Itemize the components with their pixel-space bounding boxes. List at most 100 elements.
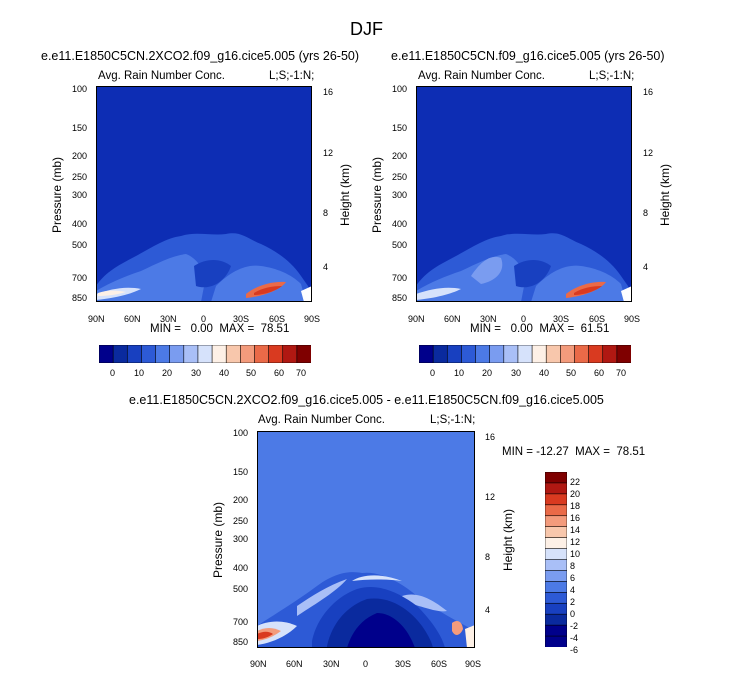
colorbar-tick-label: -6 [570, 645, 579, 655]
y-tick-label: 500 [233, 584, 249, 594]
colorbar-swatch [545, 537, 567, 550]
panel-title: e.e11.E1850C5CN.f09_g16.cice5.005 (yrs 2… [391, 49, 665, 63]
y-tick-label: 850 [72, 293, 88, 303]
y-tick-label: 250 [392, 172, 408, 182]
x-tick-label: 90N [408, 314, 425, 324]
x-tick-label: 60S [431, 659, 448, 669]
units-label: L;S;-1:N; [589, 70, 635, 82]
colorbar-swatch [545, 515, 567, 528]
y-tick-label: 300 [233, 534, 249, 544]
colorbar-tick-label: 0 [570, 609, 576, 619]
colorbar-swatch [545, 635, 567, 647]
colorbar-swatch [112, 345, 128, 363]
y-tick-label: 200 [72, 151, 88, 161]
colorbar-tick-label: 0 [430, 368, 436, 378]
colorbar-swatch [545, 526, 567, 539]
x-tick-label: 30N [323, 659, 340, 669]
y-tick-label: 300 [392, 190, 408, 200]
min-max-label: MIN = 0.00 MAX = 61.51 [470, 323, 610, 335]
colorbar-swatch [545, 504, 567, 517]
colorbar-swatch [240, 345, 256, 363]
colorbar-swatch [545, 602, 567, 615]
colorbar-swatch [545, 559, 567, 572]
colorbar [545, 472, 567, 647]
contour-plot [96, 86, 312, 302]
colorbar-swatch [169, 345, 185, 363]
colorbar-swatch [197, 345, 213, 363]
y-right-axis-title: Height (km) [658, 163, 673, 227]
colorbar-swatch [99, 345, 114, 363]
colorbar-swatch [545, 613, 567, 626]
colorbar-tick-label: -4 [570, 633, 579, 643]
x-tick-label: 90N [250, 659, 267, 669]
y-right-tick-label: 8 [485, 552, 491, 562]
y-tick-label: 700 [392, 273, 408, 283]
plot-frame [257, 431, 475, 648]
colorbar-tick-label: 2 [570, 597, 576, 607]
y-tick-label: 700 [233, 617, 249, 627]
plot-frame [96, 86, 312, 302]
min-max-label: MIN = -12.27 MAX = 78.51 [502, 446, 646, 458]
colorbar-swatch [545, 592, 567, 604]
colorbar-swatch [446, 345, 463, 363]
y-right-axis-title: Height (km) [501, 508, 516, 572]
colorbar-tick-label: 30 [511, 368, 522, 378]
x-tick-label: 30S [395, 659, 412, 669]
colorbar-swatch [616, 345, 631, 363]
colorbar-tick-label: 12 [570, 537, 581, 547]
colorbar-swatch [545, 472, 567, 484]
y-tick-label: 400 [233, 563, 249, 573]
colorbar-tick-label: 20 [162, 368, 173, 378]
min-max-label: MIN = 0.00 MAX = 78.51 [150, 323, 290, 335]
x-tick-label: 30N [480, 314, 497, 324]
y-axis-title: Pressure (mb) [211, 501, 226, 579]
x-tick-label: 30S [233, 314, 250, 324]
y-right-tick-label: 8 [323, 208, 329, 218]
y-axis-title: Pressure (mb) [370, 156, 385, 234]
colorbar-swatch [211, 345, 227, 363]
colorbar-tick-label: 16 [570, 513, 581, 523]
y-tick-label: 100 [392, 84, 408, 94]
colorbar-tick-label: 20 [570, 489, 581, 499]
y-tick-label: 200 [392, 151, 408, 161]
y-tick-label: 400 [72, 219, 88, 229]
x-tick-label: 90S [624, 314, 641, 324]
y-tick-label: 500 [72, 240, 88, 250]
colorbar-swatch [545, 345, 561, 363]
colorbar-tick-label: -2 [570, 621, 579, 631]
x-tick-label: 60N [444, 314, 461, 324]
colorbar-swatch [296, 345, 311, 363]
y-right-axis-title: Height (km) [338, 163, 353, 227]
colorbar-swatch [141, 345, 157, 363]
contour-plot [416, 86, 632, 302]
y-right-tick-label: 4 [643, 262, 649, 272]
y-tick-label: 200 [233, 495, 249, 505]
y-tick-label: 500 [392, 240, 408, 250]
colorbar-swatch [545, 548, 567, 561]
y-right-tick-label: 12 [643, 148, 654, 158]
units-label: L;S;-1:N; [269, 70, 315, 82]
y-tick-label: 250 [72, 172, 88, 182]
colorbar-swatch [545, 493, 567, 506]
x-tick-label: 90S [304, 314, 321, 324]
x-tick-label: 30S [553, 314, 570, 324]
x-tick-label: 0 [201, 314, 207, 324]
x-tick-label: 90S [465, 659, 482, 669]
colorbar-tick-label: 14 [570, 525, 581, 535]
colorbar-tick-label: 0 [110, 368, 116, 378]
colorbar-swatch [183, 345, 199, 363]
x-tick-label: 0 [363, 659, 369, 669]
y-tick-label: 150 [233, 467, 249, 477]
colorbar-swatch [574, 345, 590, 363]
colorbar-swatch [545, 482, 567, 495]
colorbar-swatch [282, 345, 298, 363]
panel-title: e.e11.E1850C5CN.2XCO2.f09_g16.cice5.005 … [129, 393, 604, 407]
colorbar-swatch [489, 345, 505, 363]
colorbar-swatch [225, 345, 241, 363]
colorbar-tick-label: 40 [539, 368, 550, 378]
x-tick-label: 30N [160, 314, 177, 324]
y-tick-label: 700 [72, 273, 88, 283]
colorbar-swatch [475, 345, 491, 363]
y-right-tick-label: 4 [323, 262, 329, 272]
colorbar-tick-label: 60 [594, 368, 605, 378]
